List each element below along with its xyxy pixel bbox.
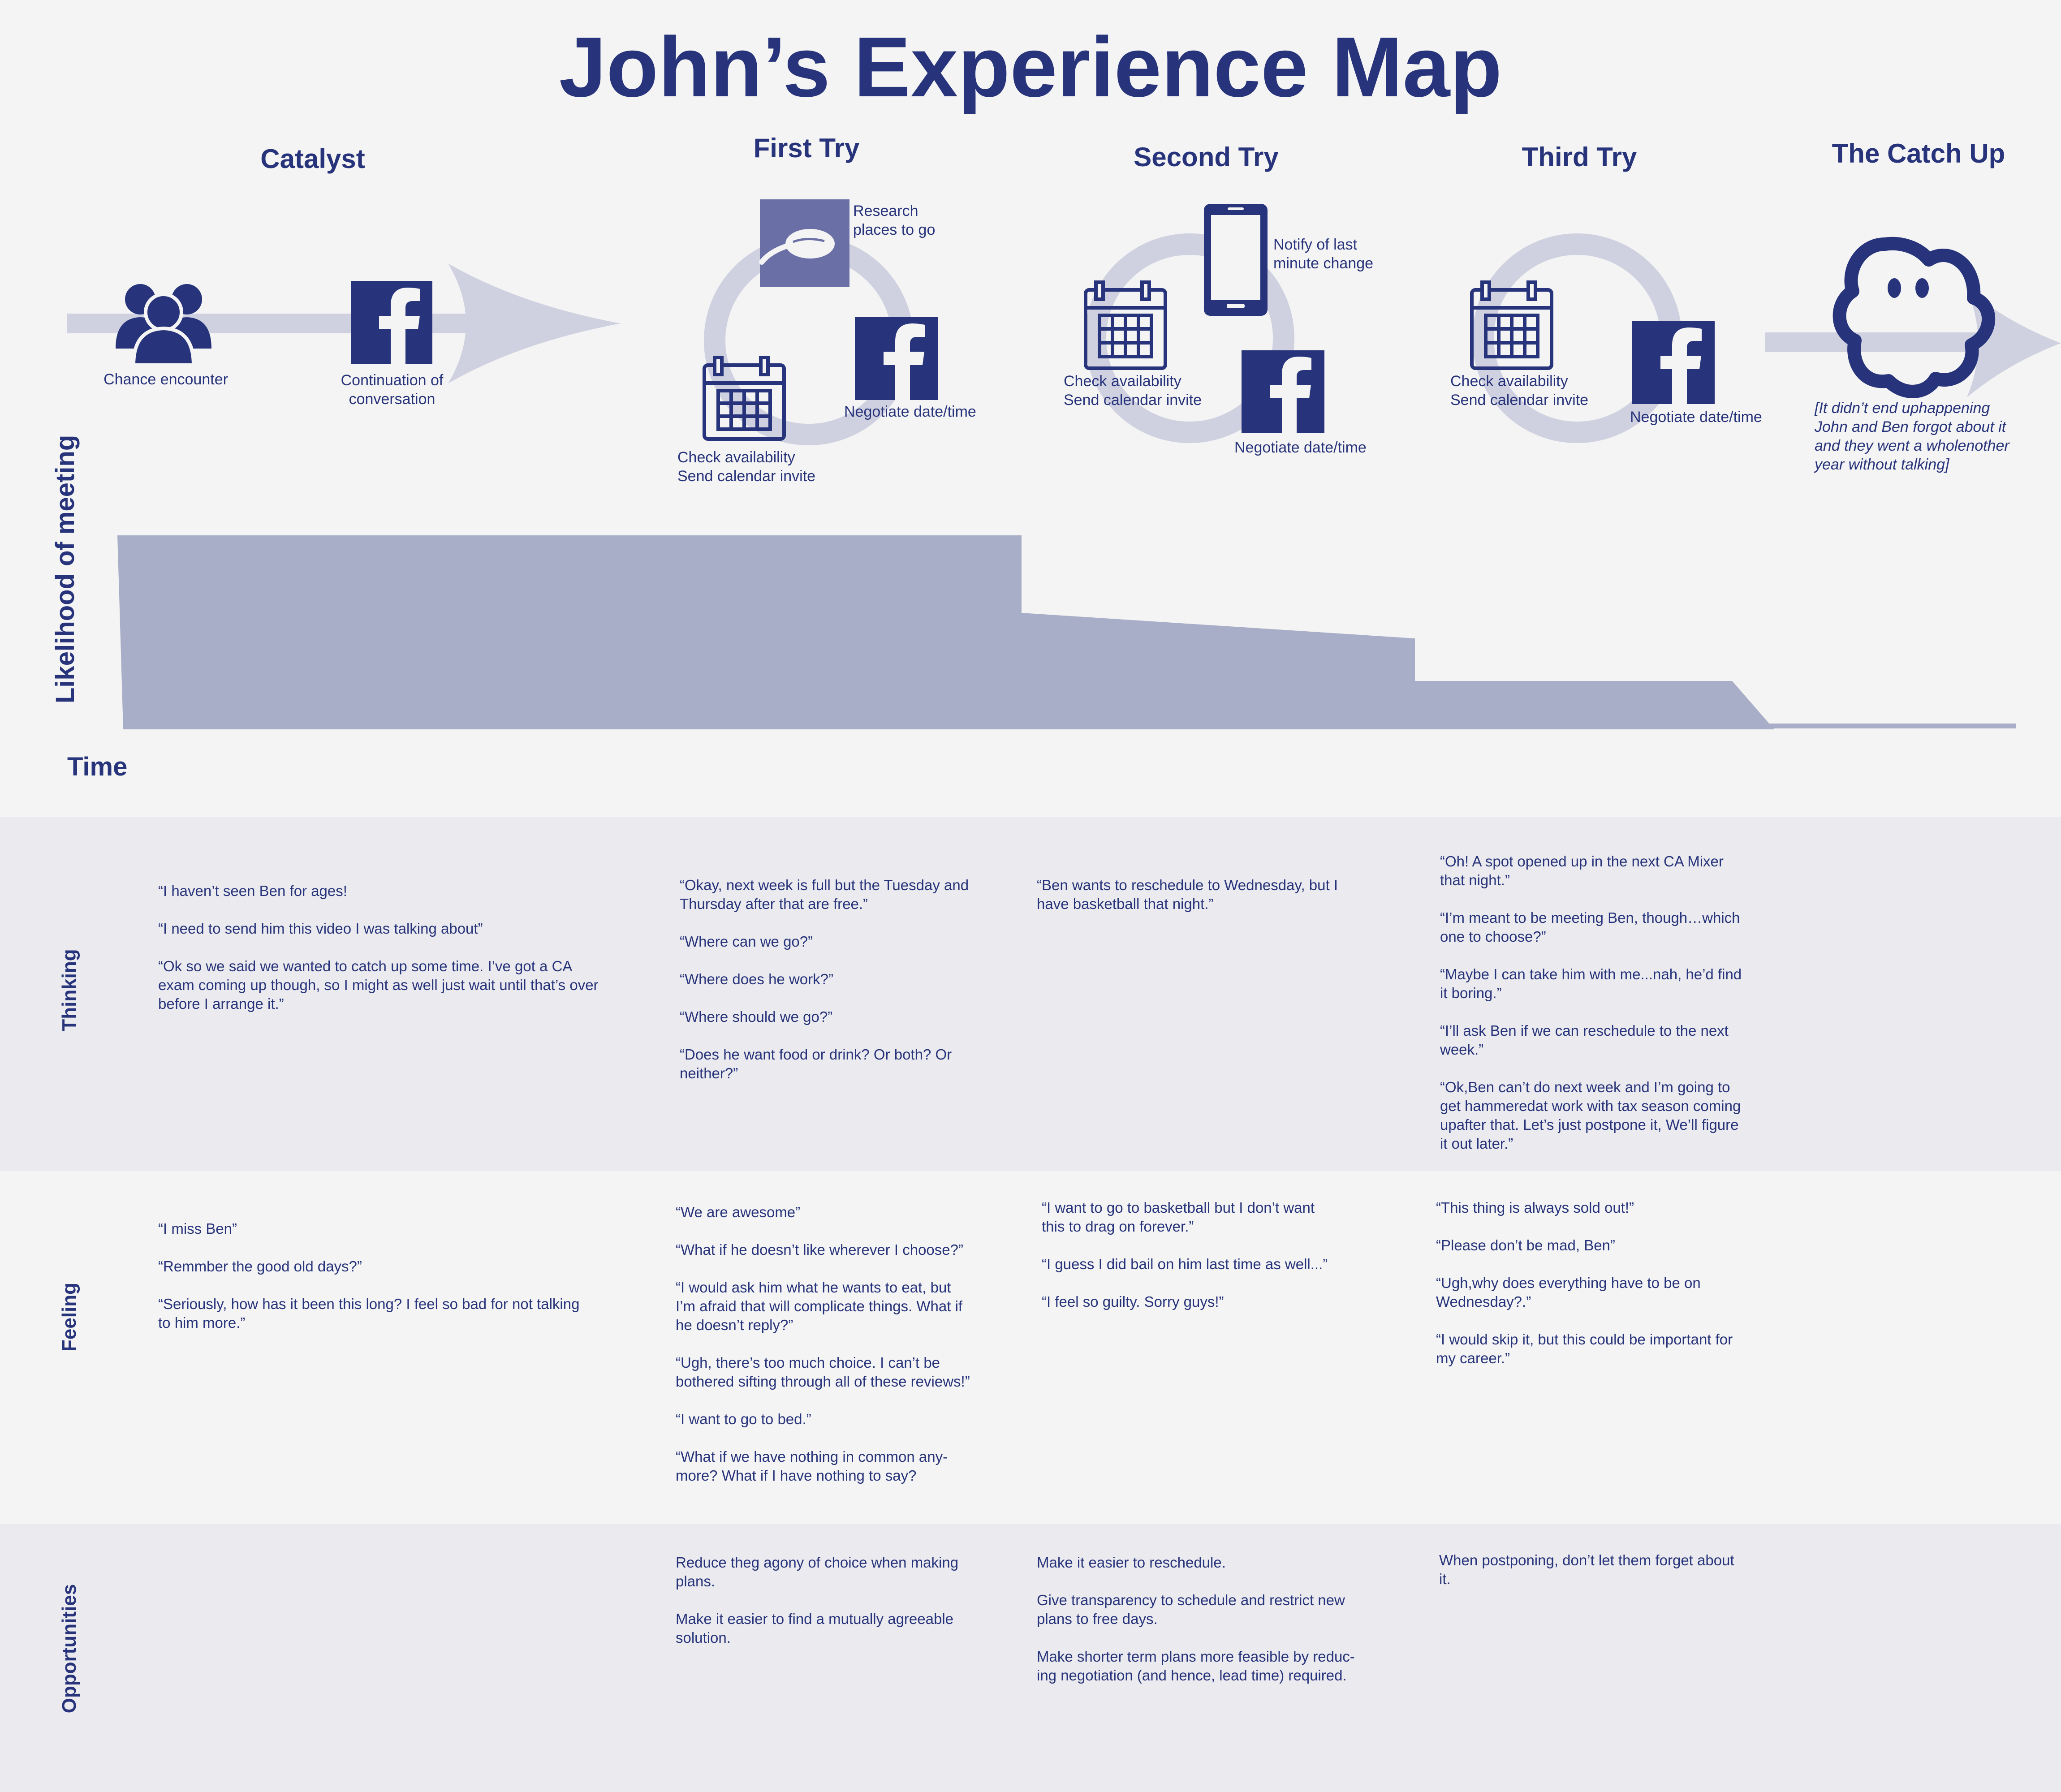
quote: “Remmber the good old days?”	[158, 1258, 362, 1275]
label-check-availability-1: Check availability Send calendar invite	[677, 449, 816, 485]
x-axis-label: Time	[67, 752, 128, 781]
quote: “I guess I did bail on him last time as …	[1042, 1256, 1328, 1272]
quote: “I’m meant to be meeting Ben, though…whi…	[1440, 909, 1740, 945]
opportunities-first-try: Reduce theg agony of choice when making …	[676, 1553, 1016, 1666]
label-negotiate-3: Negotiate date/time	[1630, 409, 1762, 426]
label-chance-encounter: Chance encounter	[103, 371, 228, 388]
quote: “Maybe I can take him with me...nah, he’…	[1440, 966, 1742, 1001]
label-continuation: Continuation of conversation	[341, 372, 444, 408]
quote: “I would skip it, but this could be impo…	[1436, 1331, 1733, 1366]
quote: “What if he doesn’t like wherever I choo…	[676, 1241, 963, 1258]
stage-second-try: Second Try	[1134, 142, 1279, 172]
page-title: John’s Experience Map	[559, 20, 1502, 115]
facebook-icon	[351, 281, 432, 364]
stage-catalyst: Catalyst	[260, 144, 365, 174]
quote: “We are awesome”	[676, 1204, 801, 1220]
likelihood-chart	[117, 535, 2016, 729]
spoon-icon	[759, 199, 849, 287]
quote: “Oh! A spot opened up in the next CA Mix…	[1440, 853, 1724, 888]
label-negotiate-1: Negotiate date/time	[844, 403, 976, 420]
row-label-thinking: Thinking	[58, 949, 80, 1031]
opportunity: Give transparency to schedule and restri…	[1037, 1592, 1345, 1627]
facebook-icon	[855, 317, 938, 400]
label-check-availability-2: Check availability Send calendar invite	[1064, 373, 1202, 409]
quote: “Does he want food or drink? Or both? Or…	[680, 1046, 952, 1081]
feeling-third-try: “This thing is always sold out!” “Please…	[1436, 1198, 1776, 1387]
quote: “I miss Ben”	[158, 1220, 237, 1237]
opportunity: Make it easier to reschedule.	[1037, 1554, 1226, 1571]
opportunity: Reduce theg agony of choice when making …	[676, 1554, 959, 1590]
loop-icon	[1085, 233, 1294, 443]
thinking-first-try: “Okay, next week is full but the Tuesday…	[680, 876, 1020, 1102]
quote: “I would ask him what he wants to eat, b…	[676, 1279, 963, 1333]
opportunity: When postponing, don’t let them forget a…	[1439, 1552, 1734, 1587]
likelihood-area	[117, 535, 1774, 729]
quote: “Seriously, how has it been this long? I…	[158, 1296, 580, 1331]
label-research: Research places to go	[853, 202, 936, 238]
people-icon	[116, 284, 211, 367]
thinking-band	[0, 817, 2061, 1171]
quote: “What if we have nothing in common any- …	[676, 1448, 948, 1484]
quote: “Please don’t be mad, Ben”	[1436, 1237, 1615, 1254]
quote: “Ben wants to reschedule to Wednesday, b…	[1037, 877, 1338, 912]
quote: “I need to send him this video I was tal…	[158, 920, 483, 937]
quote: “Ugh, there’s too much choice. I can’t b…	[676, 1354, 970, 1390]
calendar-icon	[1470, 280, 1553, 370]
quote: “Ok so we said we wanted to catch up som…	[158, 958, 599, 1012]
opportunities-third-try: When postponing, don’t let them forget a…	[1439, 1551, 1780, 1607]
phone-icon	[1204, 204, 1268, 316]
quote: “Ugh,why does everything have to be on W…	[1436, 1275, 1701, 1310]
quote: “I want to go to bed.”	[676, 1411, 811, 1427]
feeling-second-try: “I want to go to basketball but I don’t …	[1042, 1198, 1382, 1330]
thinking-second-try: “Ben wants to reschedule to Wednesday, b…	[1037, 876, 1377, 932]
journey-graphics	[67, 199, 2061, 729]
catchup-note: [It didn’t end uphappening John and Ben …	[1815, 400, 2009, 473]
label-notify: Notify of last minute change	[1273, 236, 1374, 272]
opportunity: Make it easier to find a mutually agreea…	[676, 1611, 954, 1646]
calendar-icon	[703, 356, 786, 441]
quote: “I feel so guilty. Sorry guys!”	[1042, 1293, 1224, 1310]
opportunities-band	[0, 1524, 2061, 1792]
quote: “Where should we go?”	[680, 1008, 833, 1025]
catchup-arrow-icon	[1765, 289, 2061, 397]
opportunities-second-try: Make it easier to reschedule. Give trans…	[1037, 1553, 1377, 1704]
thinking-third-try: “Oh! A spot opened up in the next CA Mix…	[1440, 852, 1781, 1172]
quote: “Where can we go?”	[680, 933, 813, 950]
label-negotiate-2: Negotiate date/time	[1234, 439, 1367, 456]
feeling-first-try: “We are awesome” “What if he doesn’t lik…	[676, 1203, 1016, 1504]
opportunity: Make shorter term plans more feasible by…	[1037, 1648, 1355, 1684]
likelihood-tail	[1653, 724, 2016, 728]
quote: “Ok,Ben can’t do next week and I’m going…	[1440, 1079, 1741, 1152]
quote: “Where does he work?”	[680, 971, 833, 987]
stage-catch-up: The Catch Up	[1832, 138, 2005, 168]
facebook-icon	[1242, 350, 1324, 433]
facebook-icon	[1632, 321, 1715, 404]
quote: “I’ll ask Ben if we can reschedule to th…	[1440, 1022, 1729, 1058]
feeling-catalyst: “I miss Ben” “Remmber the good old days?…	[158, 1219, 651, 1351]
row-label-feeling: Feeling	[58, 1282, 80, 1352]
y-axis-label: Likelihood of meeting	[51, 435, 80, 703]
row-label-opportunities: Opportunities	[58, 1584, 80, 1714]
feeling-band	[0, 1171, 2061, 1524]
quote: “Okay, next week is full but the Tuesday…	[680, 877, 969, 912]
quote: “This thing is always sold out!”	[1436, 1199, 1634, 1216]
quote: “I haven’t seen Ben for ages!	[158, 883, 347, 899]
stage-first-try: First Try	[753, 133, 860, 163]
label-check-availability-3: Check availability Send calendar invite	[1450, 373, 1589, 409]
calendar-icon	[1084, 280, 1167, 370]
thinking-catalyst: “I haven’t seen Ben for ages! “I need to…	[158, 882, 651, 1032]
stage-third-try: Third Try	[1522, 142, 1637, 172]
ghost-icon	[1832, 237, 1996, 398]
quote: “I want to go to basketball but I don’t …	[1042, 1199, 1315, 1235]
